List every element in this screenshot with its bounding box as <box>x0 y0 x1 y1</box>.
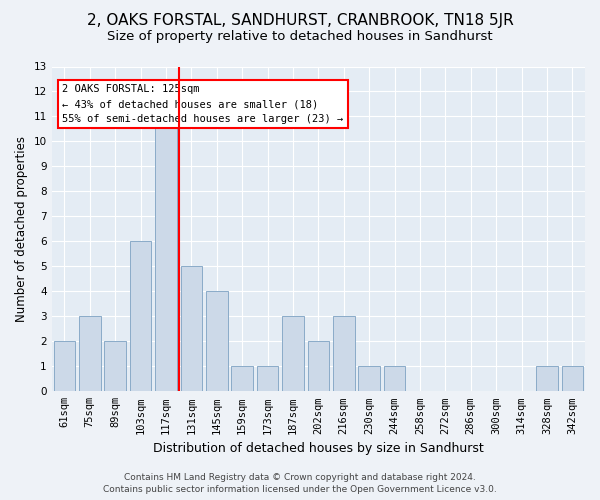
Bar <box>155 116 177 392</box>
Text: Contains HM Land Registry data © Crown copyright and database right 2024.
Contai: Contains HM Land Registry data © Crown c… <box>103 472 497 494</box>
Y-axis label: Number of detached properties: Number of detached properties <box>15 136 28 322</box>
Text: 2 OAKS FORSTAL: 125sqm
← 43% of detached houses are smaller (18)
55% of semi-det: 2 OAKS FORSTAL: 125sqm ← 43% of detached… <box>62 84 344 124</box>
Bar <box>257 366 278 392</box>
Bar <box>282 316 304 392</box>
Text: Size of property relative to detached houses in Sandhurst: Size of property relative to detached ho… <box>107 30 493 43</box>
Bar <box>181 266 202 392</box>
Bar <box>308 342 329 392</box>
Bar <box>333 316 355 392</box>
Bar <box>206 292 227 392</box>
Bar <box>358 366 380 392</box>
Bar <box>53 342 75 392</box>
Bar <box>79 316 101 392</box>
Bar <box>130 242 151 392</box>
Bar <box>384 366 406 392</box>
Bar <box>232 366 253 392</box>
Text: 2, OAKS FORSTAL, SANDHURST, CRANBROOK, TN18 5JR: 2, OAKS FORSTAL, SANDHURST, CRANBROOK, T… <box>86 12 514 28</box>
Bar <box>536 366 557 392</box>
X-axis label: Distribution of detached houses by size in Sandhurst: Distribution of detached houses by size … <box>153 442 484 455</box>
Bar <box>562 366 583 392</box>
Bar <box>104 342 126 392</box>
